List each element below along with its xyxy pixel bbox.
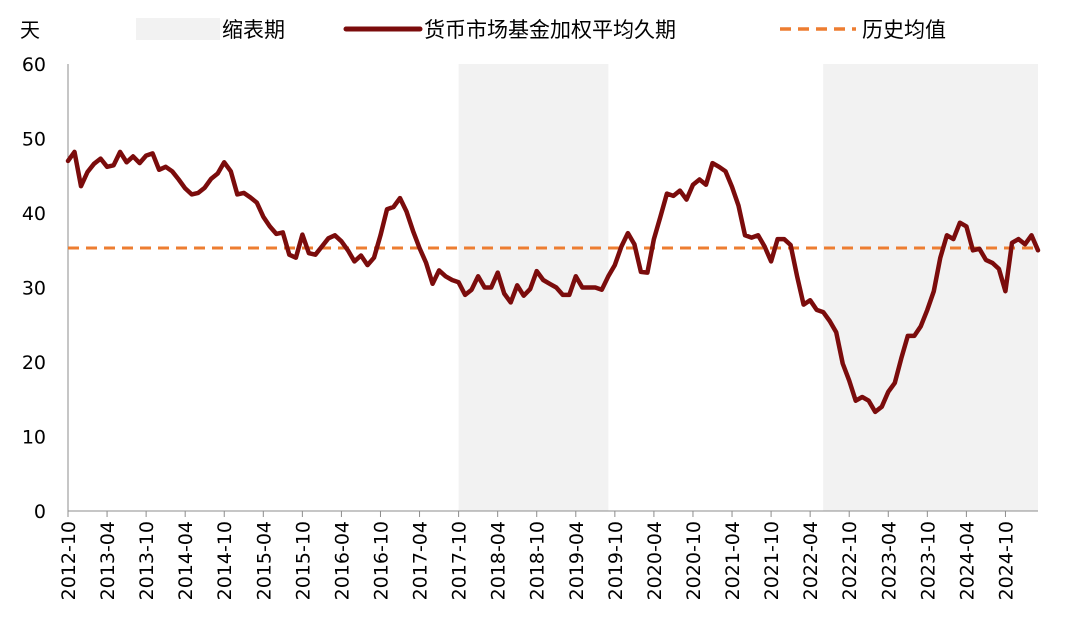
x-tick-label: 2015-10 [292, 521, 314, 600]
x-tick-label: 2013-04 [97, 521, 119, 600]
x-tick-label: 2015-04 [253, 521, 275, 600]
legend: 缩表期 货币市场基金加权平均久期 历史均值 [136, 18, 946, 42]
y-tick-label: 0 [34, 501, 46, 523]
series-line [65, 149, 1041, 415]
y-tick-label: 60 [22, 54, 46, 76]
x-tick-label: 2023-10 [917, 521, 939, 600]
x-tick-label: 2021-04 [722, 521, 744, 600]
x-tick-label: 2012-10 [58, 521, 80, 600]
y-axis-unit: 天 [20, 18, 40, 42]
y-tick-label: 30 [22, 278, 46, 300]
x-tick-label: 2019-04 [566, 521, 588, 600]
y-tick-label: 10 [22, 427, 46, 449]
x-tick-label: 2019-10 [605, 521, 627, 600]
x-tick-label: 2023-04 [878, 521, 900, 600]
legend-label-mean: 历史均值 [862, 18, 946, 42]
x-tick-label: 2022-04 [800, 521, 822, 600]
x-tick-label: 2021-10 [761, 521, 783, 600]
series-group [65, 149, 1041, 415]
x-tick-label: 2018-04 [488, 521, 510, 600]
legend-swatch-shade [136, 18, 220, 40]
legend-label-series: 货币市场基金加权平均久期 [424, 18, 676, 42]
x-tick-label: 2020-10 [683, 521, 705, 600]
y-tick-label: 40 [22, 203, 46, 225]
axes [67, 64, 1038, 512]
x-tick-label: 2016-04 [331, 521, 353, 600]
x-tick-label: 2014-04 [175, 521, 197, 600]
x-tick-label: 2024-10 [995, 521, 1017, 600]
y-axis-ticks: 0 10 20 30 40 50 60 [22, 54, 46, 523]
x-axis-ticks: 2012-10 2013-04 2013-10 2014-04 2014-10 2015-… [58, 511, 1017, 600]
x-tick-label: 2018-10 [527, 521, 549, 600]
x-tick-label: 2016-10 [370, 521, 392, 600]
x-tick-label: 2020-04 [644, 521, 666, 600]
x-tick-label: 2017-10 [449, 521, 471, 600]
shaded-periods [458, 64, 1038, 511]
x-tick-label: 2022-10 [839, 521, 861, 600]
legend-label-shade: 缩表期 [222, 18, 285, 42]
x-tick-label: 2024-04 [956, 521, 978, 600]
x-tick-label: 2014-10 [214, 521, 236, 600]
y-tick-label: 20 [22, 352, 46, 374]
y-tick-label: 50 [22, 129, 46, 151]
x-tick-label: 2017-04 [410, 521, 432, 600]
x-tick-label: 2013-10 [136, 521, 158, 600]
